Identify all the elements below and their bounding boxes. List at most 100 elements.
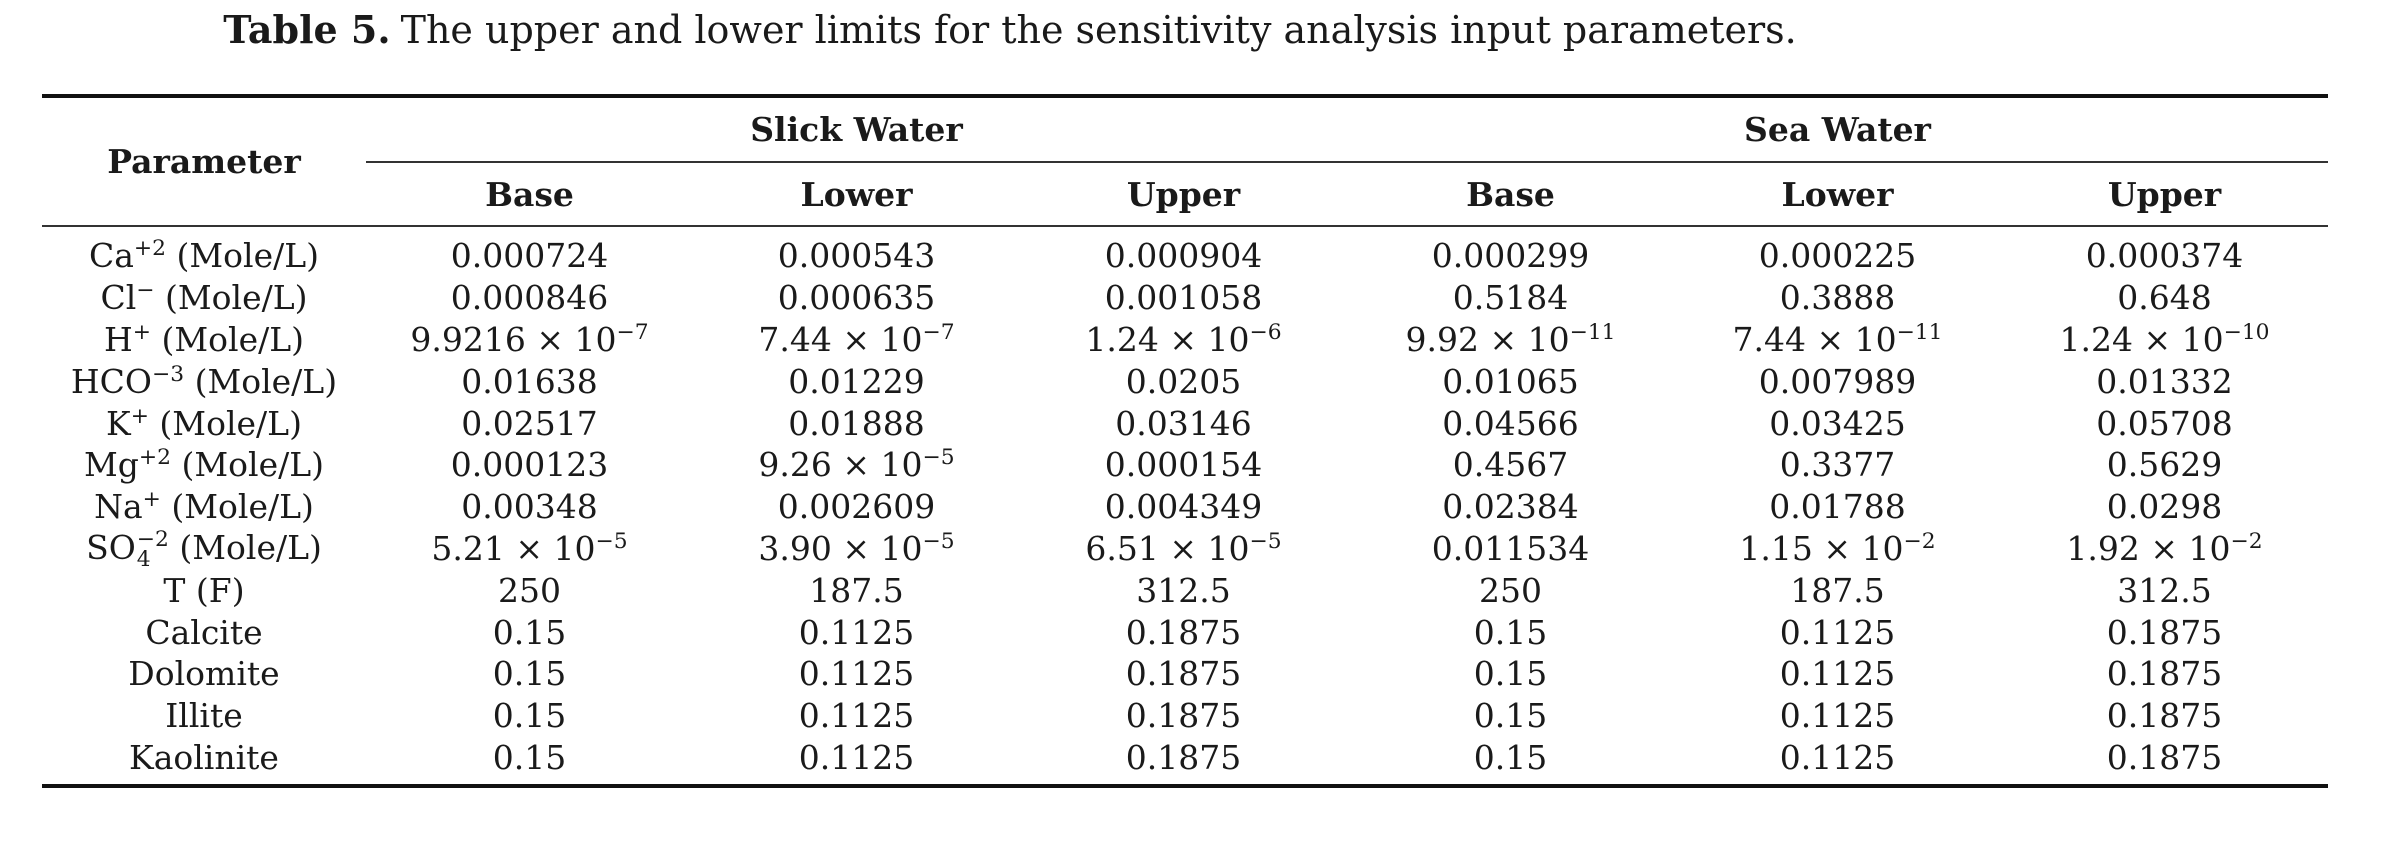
table-cell: 0.000724 (450, 236, 609, 276)
table-cell: 0.1125 (798, 612, 915, 652)
parameter-charge: + (132, 320, 151, 346)
table-row: SO −2 4 (Mole/L) 5.21 × 10−5 3.90 × 10−5 6.51… (42, 528, 2328, 570)
row-parameter-label: K+ (Mole/L) (42, 402, 366, 444)
table-row: K+ (Mole/L) 0.02517 0.01888 0.03146 0.04566 0… (42, 402, 2328, 444)
cell-exponent: −5 (922, 529, 955, 554)
sensitivity-table: Parameter Slick Water Sea Water Base Low… (42, 94, 2328, 789)
row-parameter-label: Kaolinite (42, 736, 366, 789)
table-row: Illite 0.15 0.1125 0.1875 0.15 0.1125 0.1875 (42, 695, 2328, 737)
table-cell: 0.15 (492, 612, 567, 652)
table-cell: 0.01788 (1769, 487, 1906, 527)
parameter-unit: (Mole/L) (184, 361, 338, 401)
times-ten-symbol: × 10 (525, 319, 617, 359)
parameter-name: Mg (83, 445, 139, 485)
table-cell: 0.004349 (1104, 487, 1263, 527)
row-parameter-label: Na+ (Mole/L) (42, 486, 366, 528)
parameter-name: T (F) (163, 570, 245, 610)
parameter-name: HCO (70, 361, 152, 401)
table-cell: 0.5629 (2106, 445, 2223, 485)
subheader-sea-upper: Upper (2001, 162, 2328, 227)
table-cell: 0.001058 (1104, 278, 1263, 318)
header-row-subheaders: Base Lower Upper Base Lower Upper (42, 162, 2328, 227)
table-cell: 0.15 (1473, 654, 1548, 694)
times-ten-symbol: × 10 (2132, 319, 2224, 359)
cell-exponent: −7 (922, 320, 955, 346)
parameter-name: H (103, 319, 133, 359)
subheader-slick-lower: Lower (693, 162, 1020, 227)
table-cell: 0.0205 (1125, 361, 1242, 401)
parameter-unit: (Mole/L) (151, 319, 305, 359)
table-cell: 0.1125 (1779, 654, 1896, 694)
cell-mantissa: 1.92 (2066, 528, 2140, 568)
row-parameter-label: T (F) (42, 569, 366, 611)
times-ten-symbol: × 10 (1812, 528, 1904, 568)
cell-mantissa: 5.21 (431, 528, 505, 568)
row-parameter-label: Ca+2 (Mole/L) (42, 226, 366, 277)
parameter-unit: (Mole/L) (171, 445, 325, 485)
table-body: Ca+2 (Mole/L) 0.000724 0.000543 0.000904 0.0… (42, 226, 2328, 789)
times-ten-symbol: × 10 (831, 445, 923, 485)
table-cell: 0.15 (366, 736, 693, 789)
subheader-sea-base: Base (1347, 162, 1674, 227)
table-cell: 0.03146 (1115, 403, 1252, 443)
times-ten-symbol: × 10 (1158, 319, 1250, 359)
table-cell: 6.51 × 10−5 (1020, 528, 1347, 570)
table-container: Parameter Slick Water Sea Water Base Low… (42, 94, 2328, 789)
table-cell: 0.1875 (2106, 696, 2223, 736)
cell-exponent: −5 (1249, 529, 1282, 554)
table-cell: 0.04566 (1442, 403, 1579, 443)
table-cell: 0.01065 (1442, 361, 1579, 401)
cell-exponent: −2 (2230, 529, 2263, 554)
table-cell: 0.1125 (1674, 736, 2001, 789)
group-header-slick-water: Slick Water (366, 94, 1347, 163)
table-cell: 0.000904 (1104, 236, 1263, 276)
table-row: H+ (Mole/L) 9.9216 × 10−7 7.44 × 10−7 1.24 … (42, 319, 2328, 361)
table-cell: 250 (1479, 570, 1542, 610)
parameter-name: Cl (100, 278, 137, 318)
table-cell: 9.92 × 10−11 (1347, 319, 1674, 361)
table-cell: 0.15 (1473, 612, 1548, 652)
table-cell: 3.90 × 10−5 (693, 528, 1020, 570)
header-row-groups: Parameter Slick Water Sea Water (42, 94, 2328, 227)
parameter-charge-index: −2 4 (137, 529, 169, 570)
table-cell: 250 (498, 570, 561, 610)
parameter-charge: + (130, 403, 149, 429)
table-cell: 0.648 (2117, 278, 2212, 318)
table-cell: 0.000123 (450, 445, 609, 485)
cell-mantissa: 1.15 (1739, 528, 1813, 568)
table-row: Calcite 0.15 0.1125 0.1875 0.15 0.1125 0.1875 (42, 611, 2328, 653)
table-cell: 0.007989 (1758, 361, 1917, 401)
table-row: T (F) 250 187.5 312.5 250 187.5 312.5 (42, 569, 2328, 611)
cell-exponent: −10 (2223, 320, 2270, 346)
parameter-name: Kaolinite (129, 737, 279, 777)
table-cell: 0.1875 (2001, 736, 2328, 789)
row-parameter-label: H+ (Mole/L) (42, 319, 366, 361)
row-parameter-label: Cl− (Mole/L) (42, 277, 366, 319)
times-ten-symbol: × 10 (1158, 528, 1250, 568)
cell-mantissa: 7.44 (758, 319, 832, 359)
table-cell: 7.44 × 10−11 (1674, 319, 2001, 361)
table-cell: 0.05708 (2096, 403, 2233, 443)
table-cell: 0.1875 (2106, 654, 2223, 694)
parameter-name: Calcite (145, 612, 263, 652)
subheader-sea-lower: Lower (1674, 162, 2001, 227)
table-cell: 0.1875 (1125, 654, 1242, 694)
parameter-header: Parameter (42, 94, 366, 227)
cell-exponent: −7 (616, 320, 649, 346)
table-cell: 0.1875 (2106, 612, 2223, 652)
cell-exponent: −6 (1249, 320, 1282, 346)
table-row: Kaolinite 0.15 0.1125 0.1875 0.15 0.1125 0.187… (42, 736, 2328, 789)
cell-exponent: −2 (1903, 529, 1936, 554)
cell-mantissa: 9.9216 (410, 319, 526, 359)
table-row: Ca+2 (Mole/L) 0.000724 0.000543 0.000904 0.0… (42, 226, 2328, 277)
table-cell: 0.15 (1473, 696, 1548, 736)
table-cell: 0.000299 (1431, 236, 1590, 276)
table-cell: 0.01332 (2096, 361, 2233, 401)
table-row: Cl− (Mole/L) 0.000846 0.000635 0.001058 0.51… (42, 277, 2328, 319)
table-cell: 187.5 (809, 570, 904, 610)
table-cell: 0.000846 (450, 278, 609, 318)
row-parameter-label: Illite (42, 695, 366, 737)
times-ten-symbol: × 10 (504, 528, 596, 568)
table-cell: 0.011534 (1431, 528, 1590, 568)
table-cell: 0.0298 (2106, 487, 2223, 527)
